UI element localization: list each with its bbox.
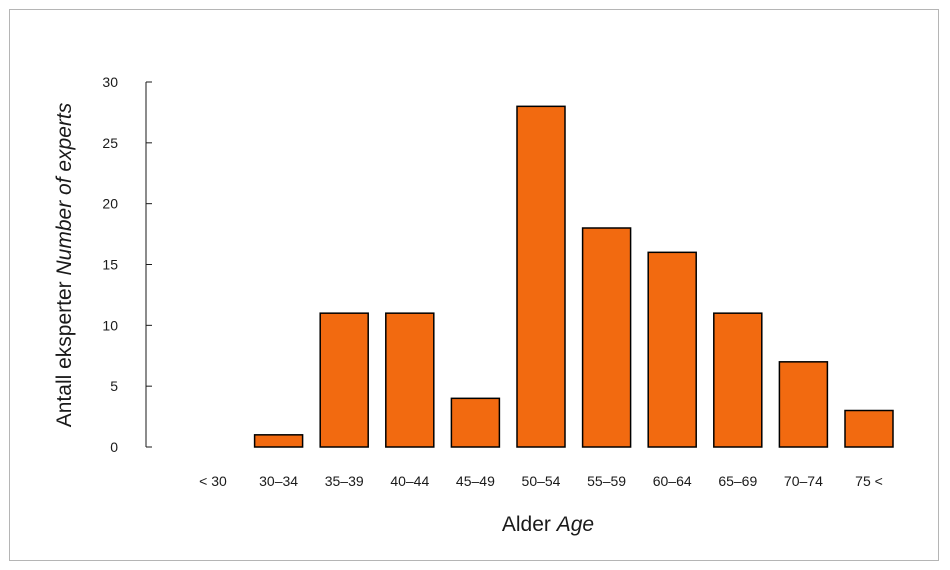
bar (319, 312, 369, 448)
x-tick-label: 55–59 (587, 473, 626, 489)
x-tick-label: 70–74 (784, 473, 823, 489)
bar (844, 409, 894, 448)
bar (253, 434, 304, 448)
x-tick-label: 65–69 (718, 473, 757, 489)
chart-frame (9, 9, 939, 561)
x-tick-label: 45–49 (456, 473, 495, 489)
y-tick-label: 25 (102, 135, 118, 151)
bar (516, 105, 566, 448)
x-axis-tick-labels: < 30 30–34 35–39 40–44 45–49 50–54 55–59 60–64 6… (199, 473, 883, 489)
x-tick-label: < 30 (199, 473, 227, 489)
y-tick-label: 0 (110, 439, 118, 455)
bar (647, 251, 697, 448)
y-tick-label: 30 (102, 74, 118, 90)
bar (385, 312, 435, 448)
x-tick-label: 40–44 (390, 473, 429, 489)
bar (581, 227, 632, 448)
y-tick-label: 5 (110, 378, 118, 394)
x-tick-label: 30–34 (259, 473, 298, 489)
bar (778, 361, 829, 448)
y-tick-label: 15 (102, 257, 118, 273)
x-tick-label: 50–54 (522, 473, 561, 489)
bar (450, 397, 501, 448)
bar (713, 312, 763, 448)
x-tick-label: 60–64 (653, 473, 692, 489)
x-tick-label: 75 < (855, 473, 883, 489)
y-axis: 0 5 10 15 20 25 30 (102, 74, 152, 455)
x-axis-title: Alder Age (502, 513, 594, 536)
y-axis-title: Antall eksperter Number of experts (53, 102, 76, 427)
y-tick-label: 10 (102, 317, 118, 333)
x-tick-label: 35–39 (325, 473, 364, 489)
bars (253, 105, 894, 448)
y-tick-label: 20 (102, 196, 118, 212)
